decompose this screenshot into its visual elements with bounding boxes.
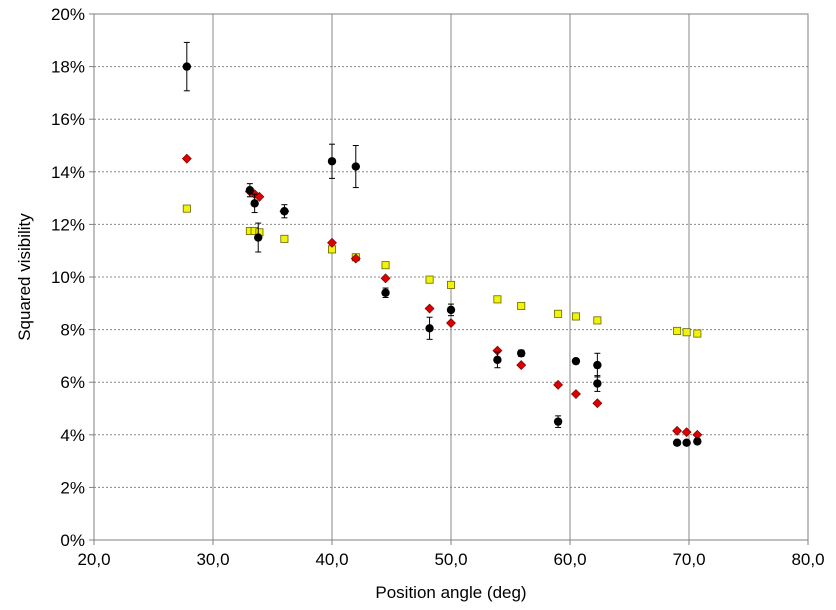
y-tick-label: 8% [60, 321, 85, 340]
y-tick-label: 4% [60, 426, 85, 445]
y-tick-label: 0% [60, 531, 85, 550]
data-point [553, 379, 564, 390]
data-point [554, 309, 563, 318]
data-point [380, 273, 391, 284]
x-axis: 20,0 30,0 40,0 50,0 60,0 70,0 80,0 [77, 540, 825, 569]
data-point [517, 349, 526, 358]
y-tick-label: 18% [51, 58, 85, 77]
data-point [280, 234, 289, 243]
data-point [446, 318, 456, 328]
y-tick-label: 16% [51, 110, 85, 129]
data-point [673, 326, 682, 335]
data-point [593, 316, 602, 325]
data-point [254, 233, 263, 242]
x-tick-label: 20,0 [77, 550, 110, 569]
data-point [425, 275, 434, 284]
data-point [571, 356, 581, 366]
data-point [446, 305, 456, 315]
y-tick-label: 10% [51, 268, 85, 287]
data-point [381, 261, 390, 270]
x-tick-label: 60,0 [553, 550, 586, 569]
grid [94, 14, 808, 540]
x-tick-label: 40,0 [315, 550, 348, 569]
data-point [424, 303, 435, 314]
data-point [327, 157, 337, 166]
data-point [425, 324, 434, 333]
data-point [672, 425, 683, 436]
x-tick-label: 50,0 [434, 550, 467, 569]
data-point [693, 329, 702, 338]
data-point [682, 328, 691, 337]
y-tick-label: 2% [60, 478, 85, 497]
data-point [381, 288, 390, 297]
data-point [693, 437, 702, 446]
y-axis: 0% 2% 4% 6% 8% 10% 12% 14% 16% 18% 20% [51, 5, 94, 550]
data-point [571, 312, 580, 321]
y-tick-label: 20% [51, 5, 85, 24]
data-point [516, 360, 527, 371]
data-point [682, 438, 691, 447]
data-point [493, 295, 502, 304]
x-axis-label: Position angle (deg) [375, 583, 526, 602]
data-point [593, 360, 602, 370]
x-tick-label: 30,0 [196, 550, 229, 569]
data-point [351, 162, 360, 171]
data-point [592, 398, 603, 409]
data-point [593, 379, 602, 388]
y-tick-label: 12% [51, 215, 85, 234]
data-point [681, 427, 692, 438]
series-model-a [181, 153, 703, 440]
data-point [517, 301, 526, 310]
x-tick-label: 70,0 [672, 550, 705, 569]
data-point [280, 207, 289, 216]
data-point [182, 62, 192, 71]
data-point [553, 417, 563, 426]
data-point [245, 186, 255, 195]
data-point [250, 199, 259, 208]
x-tick-label: 80,0 [791, 550, 824, 569]
data-point [571, 389, 581, 399]
data-point [181, 153, 192, 164]
data-point [446, 280, 455, 289]
y-tick-label: 6% [60, 373, 85, 392]
series-observed [182, 41, 702, 447]
data-point [327, 237, 337, 248]
y-tick-label: 14% [51, 163, 85, 182]
series-layer [181, 41, 703, 447]
y-axis-label: Squared visibility [15, 213, 34, 341]
data-point [672, 438, 682, 447]
data-point [182, 204, 191, 213]
data-point [493, 355, 502, 365]
data-point [350, 253, 361, 264]
